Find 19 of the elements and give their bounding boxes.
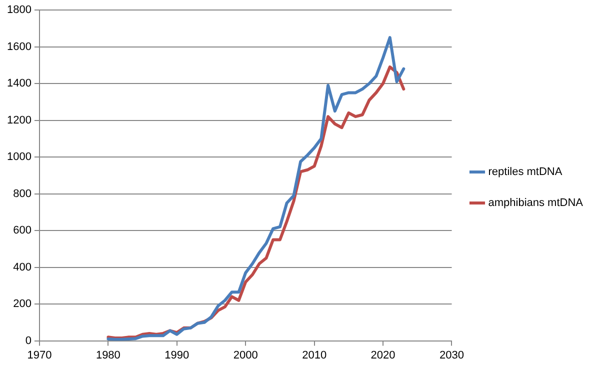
y-tick-label: 1600	[6, 40, 32, 53]
y-tick-label: 1400	[6, 78, 32, 90]
y-tick-label: 1000	[6, 151, 32, 164]
legend-label: amphibians mtDNA	[488, 197, 584, 210]
y-tick-label: 1800	[6, 4, 32, 16]
x-tick-label: 2010	[302, 349, 327, 362]
x-tick-label: 2030	[440, 349, 464, 362]
x-tick-label: 2000	[233, 349, 258, 362]
y-tick-label: 0	[25, 334, 32, 347]
y-tick-label: 200	[13, 298, 32, 310]
y-tick-label: 800	[13, 188, 32, 200]
x-tick-label: 1990	[164, 349, 190, 362]
legend-label: reptiles mtDNA	[488, 166, 563, 178]
y-tick-label: 600	[13, 224, 32, 237]
x-tick-label: 1970	[27, 349, 52, 362]
x-tick-label: 1980	[96, 349, 120, 362]
y-tick-label: 1200	[6, 114, 32, 126]
x-tick-label: 2020	[370, 349, 396, 362]
y-tick-label: 400	[13, 261, 32, 274]
